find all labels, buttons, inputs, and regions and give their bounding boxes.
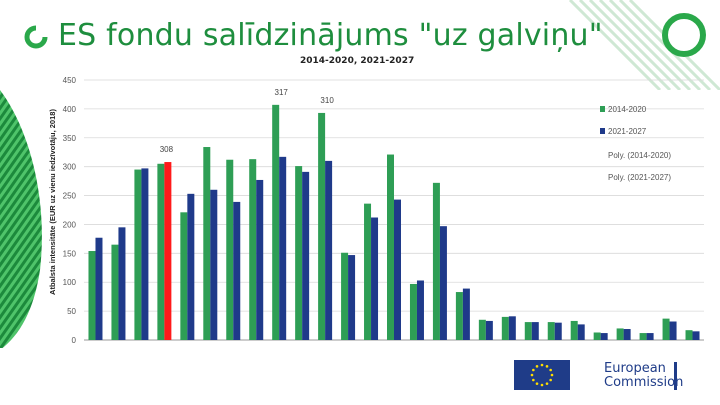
- bar-FI-2014-2020: [501, 316, 509, 340]
- bar-BG-2021-2027: [95, 237, 103, 340]
- y-tick-label: 0: [72, 336, 77, 345]
- bar-LT-2014-2020: [249, 159, 257, 340]
- chart-title: 2014-2020, 2021-2027: [300, 56, 415, 66]
- y-tick-label: 100: [63, 278, 77, 287]
- eu-star: [535, 365, 539, 368]
- eu-star: [530, 373, 534, 377]
- eu-star: [535, 382, 539, 385]
- page-title: ES fondu salīdzinājums "uz galviņu": [58, 18, 603, 53]
- bar-SI-2014-2020: [364, 203, 372, 340]
- y-tick-label: 400: [63, 105, 77, 114]
- bar-RO-2014-2020: [111, 244, 119, 340]
- bar-DE-2014-2020: [570, 320, 578, 340]
- y-tick-label: 350: [63, 134, 77, 143]
- bar-CZ-2021-2027: [394, 199, 401, 340]
- bar-FR-2014-2020: [478, 319, 486, 340]
- y-axis-label: Atbalsta intensitāte (EUR uz vienu iedzī…: [48, 109, 57, 295]
- bar-DK-2021-2027: [600, 333, 608, 340]
- bar-HU-2014-2020: [203, 147, 211, 340]
- legend-label: Poly. (2014-2020): [608, 151, 671, 160]
- bar-DE-2021-2027: [577, 324, 585, 340]
- bar-SE-2021-2027: [554, 322, 562, 340]
- bar-DK-2014-2020: [593, 332, 601, 340]
- bar-IE-2021-2027: [669, 321, 677, 340]
- bar-MT-2021-2027: [439, 226, 447, 340]
- bar-ES-2014-2020: [409, 283, 417, 340]
- legend-label: Poly. (2021-2027): [608, 173, 671, 182]
- eu-star: [550, 373, 554, 377]
- bar-PL-2021-2027: [233, 201, 241, 340]
- eu-star: [532, 378, 535, 382]
- bar-AT-2014-2020: [616, 328, 624, 340]
- bar-SE-2014-2020: [547, 322, 555, 340]
- bar-EE-2021-2027: [279, 156, 287, 340]
- legend-label: 2014-2020: [608, 105, 647, 114]
- eu-star: [532, 368, 535, 372]
- bar-IT-2014-2020: [455, 292, 463, 340]
- bar-CY-2014-2020: [341, 252, 349, 340]
- bar-EL-2021-2027: [187, 193, 195, 340]
- decorative-corner: [568, 0, 720, 90]
- bar-BE-2014-2020: [524, 322, 532, 340]
- logo-divider: [674, 362, 677, 390]
- bar-LV-2014-2020: [157, 163, 165, 340]
- y-tick-label: 200: [63, 220, 77, 229]
- bar-NL-2021-2027: [646, 333, 654, 340]
- bar-LU-2021-2027: [692, 331, 700, 340]
- bar-PT-2014-2020: [295, 166, 303, 340]
- y-tick-label: 150: [63, 249, 77, 258]
- bar-IT-2021-2027: [462, 288, 470, 340]
- legend-label: 2021-2027: [608, 127, 647, 136]
- bar-SI-2021-2027: [371, 217, 379, 340]
- data-label: 310: [320, 96, 334, 105]
- european-commission-logo: European Commission: [514, 360, 684, 394]
- bar-CZ-2014-2020: [387, 154, 394, 340]
- y-tick-label: 250: [63, 192, 77, 201]
- eu-star: [545, 365, 549, 368]
- bar-SK-2014-2020: [318, 112, 326, 340]
- bar-FR-2021-2027: [485, 320, 493, 340]
- bar-SK-2021-2027: [325, 160, 333, 340]
- bar-EL-2014-2020: [180, 212, 188, 340]
- eu-star: [540, 383, 544, 387]
- y-tick-label: 50: [67, 307, 76, 316]
- bar-LV-2021-2027: [164, 162, 172, 340]
- data-label: 317: [275, 88, 289, 97]
- bar-HR-2014-2020: [134, 169, 142, 340]
- eu-star: [545, 382, 549, 385]
- bar-PL-2014-2020: [226, 159, 234, 340]
- bar-FI-2021-2027: [508, 316, 516, 340]
- footer-band: [0, 348, 720, 405]
- bar-BG-2014-2020: [88, 251, 96, 340]
- bar-AT-2021-2027: [623, 329, 631, 340]
- eu-star: [549, 378, 552, 382]
- bar-LT-2021-2027: [256, 179, 264, 340]
- bar-MT-2014-2020: [432, 182, 440, 340]
- bar-RO-2021-2027: [118, 227, 126, 340]
- bar-ES-2021-2027: [416, 280, 424, 340]
- y-tick-label: 300: [63, 163, 77, 172]
- eu-star: [540, 363, 544, 367]
- bar-EE-2014-2020: [272, 104, 280, 340]
- bar-HU-2021-2027: [210, 189, 218, 340]
- logo-line-2: Commission: [604, 375, 684, 390]
- bar-BE-2021-2027: [531, 322, 539, 340]
- bar-NL-2014-2020: [639, 333, 647, 340]
- bar-LU-2014-2020: [685, 330, 693, 340]
- decorative-texture: [0, 90, 42, 350]
- bar-IE-2014-2020: [662, 318, 670, 340]
- y-tick-label: 450: [63, 76, 77, 85]
- bar-HR-2021-2027: [141, 168, 149, 340]
- legend-swatch: [600, 128, 605, 134]
- bar-CY-2021-2027: [348, 255, 356, 340]
- title-bullet-icon: [24, 25, 48, 49]
- bar-PT-2021-2027: [302, 171, 310, 340]
- legend-swatch: [600, 106, 605, 112]
- logo-line-1: European: [604, 361, 666, 376]
- eu-flag-icon: [514, 360, 570, 390]
- data-label: 308: [160, 145, 174, 154]
- eu-star: [549, 368, 552, 372]
